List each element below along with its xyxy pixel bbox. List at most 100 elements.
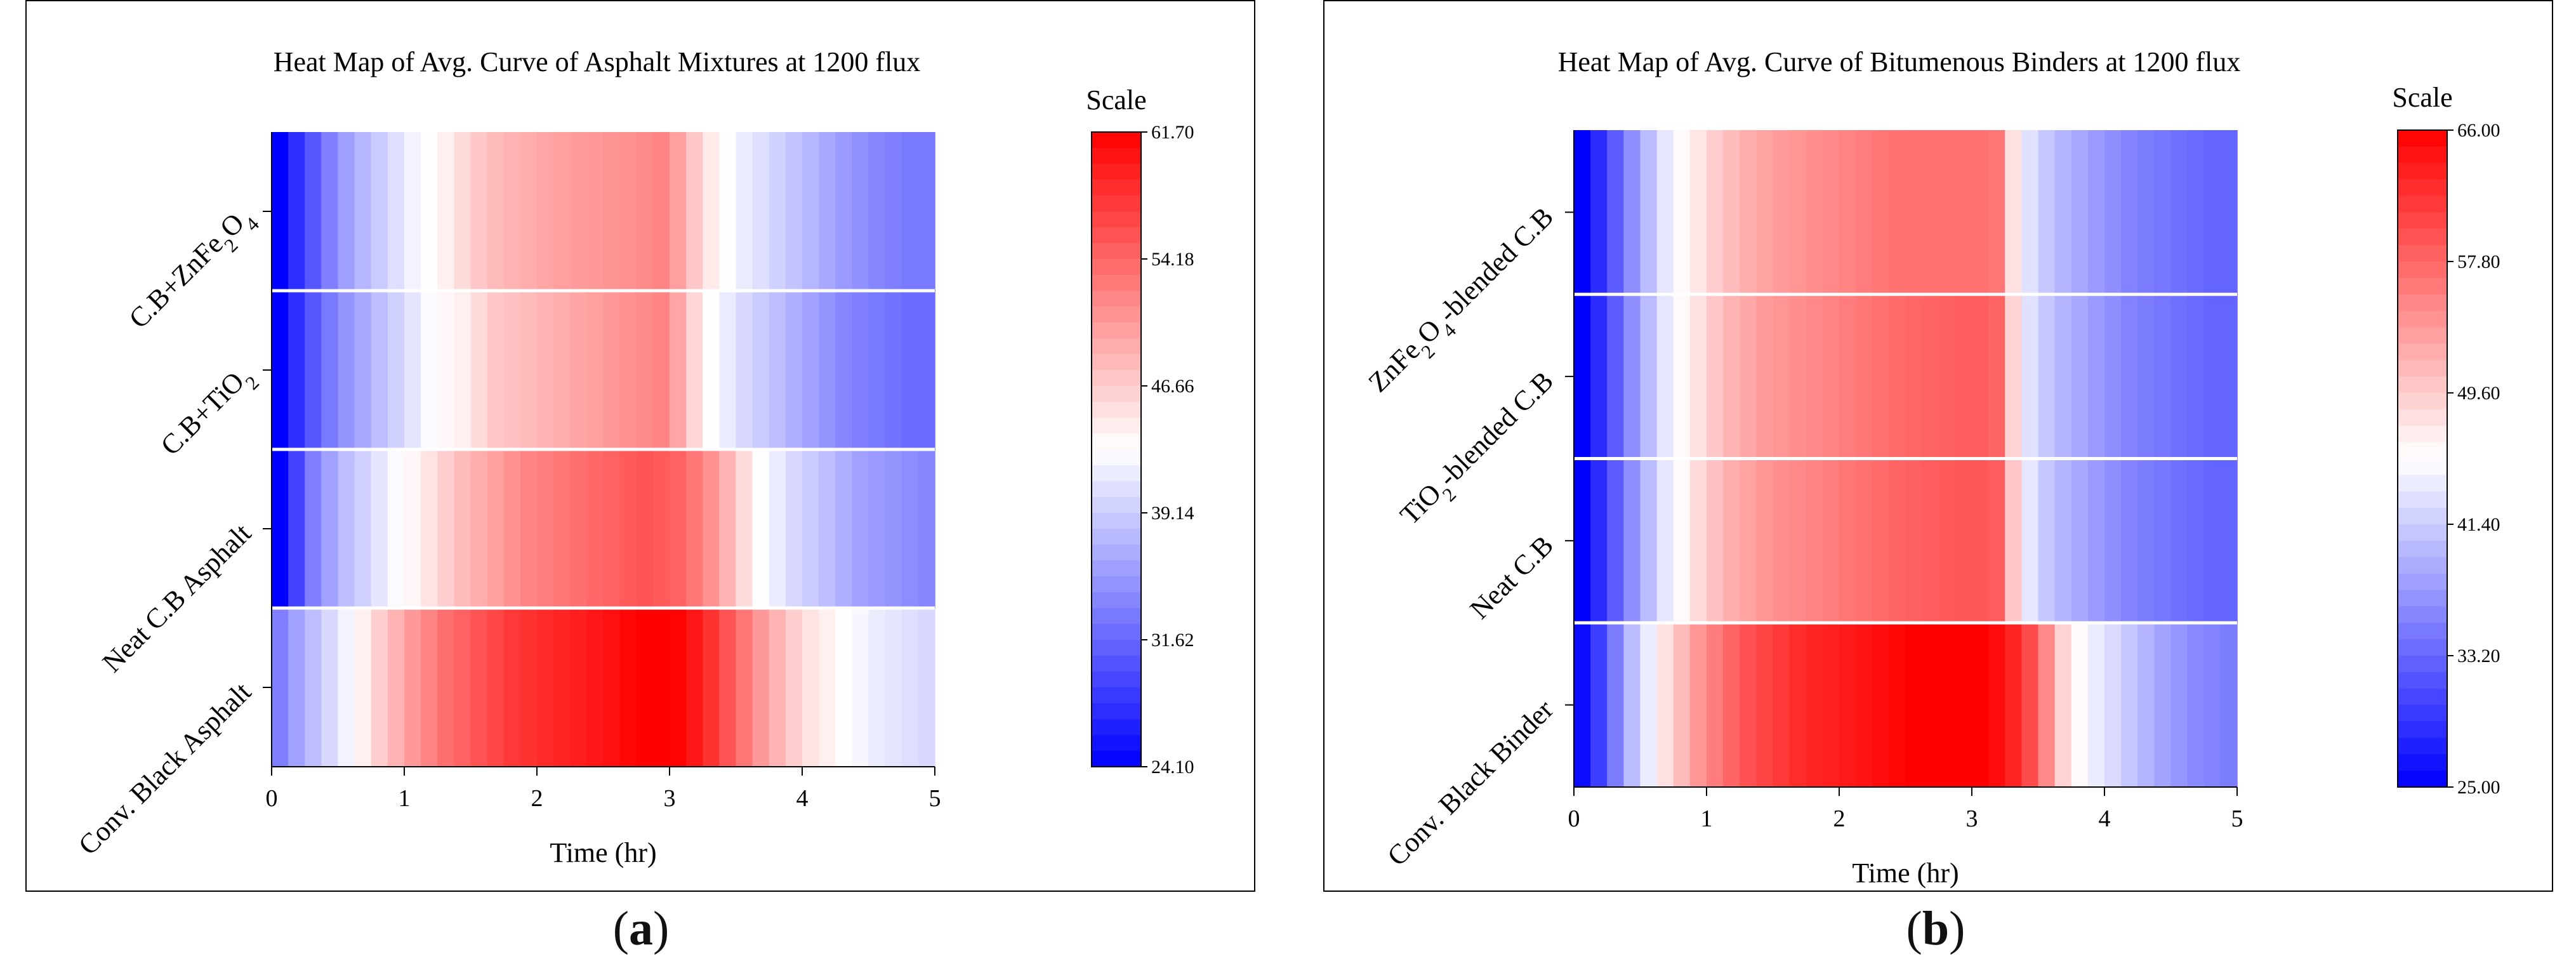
heat-cell — [2170, 458, 2188, 624]
colorbar-segment — [1092, 449, 1141, 466]
heat-cell — [2137, 130, 2155, 295]
heat-cell — [1640, 458, 1658, 624]
heat-cell — [1773, 458, 1790, 624]
heat-cell — [553, 132, 571, 291]
heat-cell — [354, 291, 372, 450]
heat-cell — [570, 291, 588, 450]
heat-cell — [1905, 130, 1923, 295]
heat-cell — [1972, 623, 1989, 788]
heat-cell — [835, 608, 853, 767]
heat-cell — [454, 291, 472, 450]
heat-cell — [586, 449, 604, 609]
heat-cell — [670, 291, 687, 450]
colorbar-segment — [2398, 754, 2447, 771]
heat-cell — [1889, 458, 1906, 624]
chart-title-b: Heat Map of Avg. Curve of Bitumenous Bin… — [1558, 46, 2241, 77]
heat-cell — [603, 291, 621, 450]
heat-cell — [1889, 294, 1906, 460]
heat-cell — [1988, 130, 2006, 295]
heat-cell — [1872, 130, 1890, 295]
heat-cell — [404, 291, 421, 450]
heat-cell — [703, 291, 720, 450]
colorbar-segment — [1092, 719, 1141, 736]
colorbar-segment — [1092, 640, 1141, 656]
colorbar-segment — [1092, 211, 1141, 228]
heat-cell — [1938, 130, 1956, 295]
caption-b: (b) — [1906, 902, 1965, 955]
heat-cell — [652, 449, 670, 609]
heat-cell — [852, 608, 869, 767]
heat-cell — [371, 132, 388, 291]
heat-cell — [2005, 458, 2023, 624]
heat-cell — [619, 449, 637, 609]
colorbar-segment — [1092, 481, 1141, 498]
heat-cell — [288, 291, 306, 450]
heat-cell — [1740, 623, 1757, 788]
heat-cell — [785, 132, 803, 291]
heat-cell — [2005, 294, 2023, 460]
heat-cell — [1689, 130, 1707, 295]
x-tick-label: 4 — [796, 785, 809, 812]
heat-cell — [2054, 623, 2072, 788]
colorbar-title-a: Scale — [1086, 84, 1146, 116]
heat-cell — [387, 608, 405, 767]
heat-cell — [819, 608, 836, 767]
colorbar-segment — [2398, 343, 2447, 361]
colorbar-segment — [1092, 132, 1141, 149]
colorbar-segment — [1092, 529, 1141, 545]
heat-cell — [305, 608, 322, 767]
heat-cell — [1806, 458, 1823, 624]
heat-cell — [321, 608, 339, 767]
heat-cell — [272, 449, 289, 609]
heat-cell — [2071, 623, 2089, 788]
heat-cell — [868, 608, 886, 767]
heat-cell — [272, 291, 289, 450]
colorbar-segment — [2398, 360, 2447, 377]
heat-cell — [2203, 130, 2221, 295]
heat-cell — [2121, 294, 2139, 460]
heat-cell — [670, 449, 687, 609]
heat-cell — [802, 132, 819, 291]
heat-cell — [503, 449, 521, 609]
colorbar-segment — [2398, 277, 2447, 295]
heat-cell — [421, 449, 439, 609]
heat-cell — [1607, 130, 1625, 295]
x-tick-label: 5 — [2231, 805, 2243, 832]
heat-cell — [719, 291, 737, 450]
heat-cell — [2220, 458, 2238, 624]
heat-cell — [868, 132, 886, 291]
heat-cell — [2121, 623, 2139, 788]
colorbar-segment — [2398, 475, 2447, 493]
heat-cell — [537, 132, 554, 291]
colorbar-segment — [1092, 608, 1141, 625]
colorbar-segment — [2398, 310, 2447, 328]
heat-cell — [703, 132, 720, 291]
heat-cell — [901, 608, 919, 767]
heat-cell — [570, 608, 588, 767]
heat-cell — [1707, 130, 1724, 295]
heat-cell — [272, 132, 289, 291]
heat-cell — [703, 608, 720, 767]
heat-cell — [1856, 130, 1873, 295]
heat-cell — [338, 291, 355, 450]
heat-cell — [1623, 458, 1641, 624]
colorbar-frame-a — [1091, 131, 1142, 767]
heat-cell — [918, 291, 935, 450]
colorbar-tick-label: 61.70 — [1151, 122, 1194, 143]
heat-cell — [1607, 458, 1625, 624]
colorbar-segment — [1092, 370, 1141, 387]
colorbar-segment — [2398, 705, 2447, 722]
heat-cell — [503, 132, 521, 291]
heat-cell — [1574, 130, 1591, 295]
x-tick-label: 1 — [399, 785, 411, 812]
colorbar-segment — [2398, 771, 2447, 788]
colorbar-segment — [2398, 245, 2447, 262]
heat-cell — [371, 291, 388, 450]
colorbar-segment — [2398, 130, 2447, 147]
heat-cell — [586, 132, 604, 291]
heat-cell — [2038, 623, 2056, 788]
heat-cell — [1756, 130, 1774, 295]
heat-cell — [1656, 294, 1674, 460]
colorbar-segment — [2398, 590, 2447, 607]
heat-cell — [868, 291, 886, 450]
